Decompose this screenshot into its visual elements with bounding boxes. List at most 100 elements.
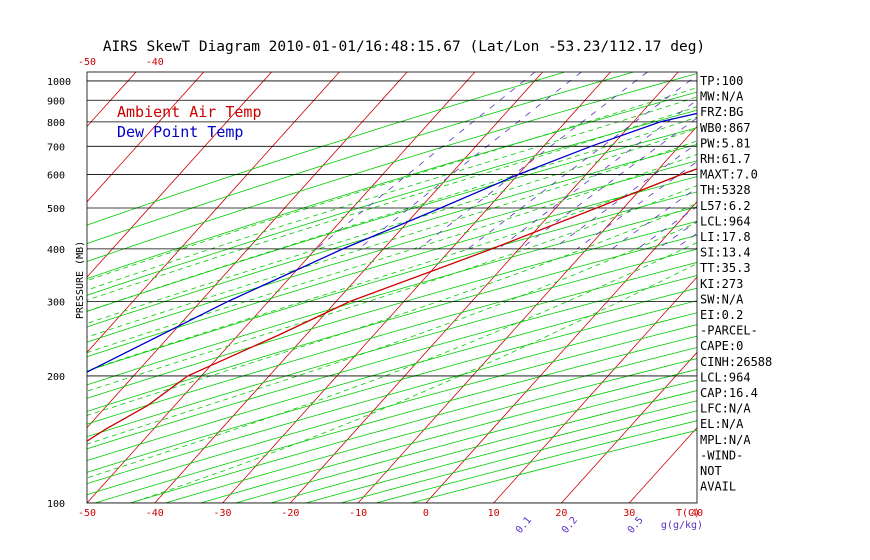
mixing-ratio-line — [498, 99, 697, 250]
series-layer — [87, 112, 697, 442]
mixing-ratio-line — [418, 72, 648, 250]
dew-point-temp-line — [87, 112, 697, 373]
moist-adiabat-line — [87, 242, 697, 479]
mixing-ratio-line — [746, 72, 870, 249]
dry-adiabat-line — [87, 191, 697, 372]
index-item: CAPE:0 — [700, 339, 743, 353]
dry-adiabat-line — [87, 206, 697, 386]
plot-frame — [86, 71, 698, 504]
grid-layer — [0, 72, 870, 503]
bottom-temp-tick-label: -10 — [349, 508, 367, 519]
dry-adiabat-line — [340, 410, 697, 503]
index-item: EI:0.2 — [700, 308, 743, 322]
index-item: RH:61.7 — [700, 152, 751, 166]
isotherm-line — [833, 72, 870, 503]
isotherm-line — [87, 72, 205, 203]
chart-title: AIRS SkewT Diagram 2010-01-01/16:48:15.6… — [103, 39, 705, 55]
moist-adiabat-line — [87, 96, 697, 291]
index-item: SI:13.4 — [700, 246, 751, 260]
pressure-tick-label: 400 — [47, 245, 65, 256]
index-item: LI:17.8 — [700, 230, 751, 244]
bottom-temp-tick-label: -30 — [214, 508, 232, 519]
dry-adiabat-line — [410, 429, 697, 503]
pressure-tick-label: 600 — [47, 171, 65, 182]
top-temp-tick-label: -40 — [146, 57, 164, 68]
mixing-ratio-line — [764, 72, 870, 249]
temp-unit-label: T(C) — [676, 508, 700, 519]
y-axis-label: PRESSURE (MB) — [75, 241, 86, 319]
index-item: EL:N/A — [700, 417, 744, 431]
dry-adiabat-line — [87, 234, 697, 412]
index-item: TH:5328 — [700, 183, 751, 197]
dry-adiabat-line — [270, 390, 697, 503]
dry-adiabat-line — [165, 358, 697, 503]
index-item: MAXT:7.0 — [700, 168, 758, 182]
index-item: MW:N/A — [700, 90, 744, 104]
index-item: LCL:964 — [700, 214, 751, 228]
dry-adiabat-line — [130, 347, 697, 503]
dry-adiabat-line — [87, 73, 697, 262]
index-item: LCL:964 — [700, 370, 751, 384]
dry-adiabat-line — [305, 400, 697, 503]
top-temp-tick-label: -50 — [78, 57, 96, 68]
pressure-tick-label: 500 — [47, 204, 65, 215]
index-item: PW:5.81 — [700, 136, 751, 150]
dry-adiabat-line — [87, 109, 697, 296]
pressure-tick-label: 200 — [47, 372, 65, 383]
index-item: TP:100 — [700, 74, 743, 88]
dry-adiabat-line — [375, 420, 697, 503]
isotherm-line — [425, 201, 697, 503]
isotherm-line — [765, 72, 870, 503]
mixing-ratio-line — [576, 161, 697, 250]
legend-dew-point-temp: Dew Point Temp — [117, 123, 243, 141]
pressure-tick-label: 100 — [47, 499, 65, 510]
mixing-unit-label: g(g/kg) — [661, 520, 703, 531]
moist-adiabat-line — [87, 154, 697, 354]
index-item: -WIND- — [700, 448, 743, 462]
dry-adiabat-line — [87, 312, 697, 485]
dry-adiabat-line — [200, 369, 697, 503]
bottom-temp-tick-label: 0 — [423, 508, 429, 519]
dry-adiabat-line — [87, 248, 697, 425]
dry-adiabat-line — [95, 335, 697, 503]
mixing-ratio-line — [520, 117, 697, 250]
dry-adiabat-line — [87, 72, 566, 226]
mixing-ratio-line — [794, 72, 870, 249]
pressure-tick-label: 700 — [47, 142, 65, 153]
bottom-temp-tick-label: 10 — [488, 508, 500, 519]
pressure-tick-label: 1000 — [47, 77, 71, 88]
moist-adiabat-line — [87, 128, 697, 324]
dry-adiabat-line — [87, 144, 697, 328]
dry-adiabat-line — [87, 72, 634, 244]
moist-adiabat-line — [87, 185, 697, 392]
mixing-ratio-line — [467, 74, 697, 250]
pressure-tick-label: 800 — [47, 118, 65, 129]
isotherm-line — [87, 72, 272, 278]
dry-adiabat-line — [87, 91, 697, 280]
index-item: LFC:N/A — [700, 402, 751, 416]
index-item: L57:6.2 — [700, 199, 751, 213]
dry-adiabat-line — [87, 176, 697, 358]
dry-adiabat-line — [87, 262, 697, 438]
isotherm-line — [0, 72, 68, 503]
pressure-tick-label: 300 — [47, 298, 65, 309]
index-item: KI:273 — [700, 277, 743, 291]
bottom-temp-tick-label: 30 — [623, 508, 635, 519]
isotherm-line — [87, 72, 137, 128]
moist-adiabat-line — [87, 116, 697, 312]
dry-adiabat-line — [87, 287, 697, 462]
index-item: -PARCEL- — [700, 324, 758, 338]
bottom-temp-tick-label: -50 — [78, 508, 96, 519]
index-item: WB0:867 — [700, 121, 751, 135]
legend-ambient-air-temp: Ambient Air Temp — [117, 103, 262, 121]
bottom-temp-tick-label: 40 — [691, 508, 703, 519]
mixing-ratio-line — [552, 142, 697, 250]
index-item: NOT — [700, 464, 722, 478]
moist-adiabat-line — [87, 106, 697, 301]
bottom-temp-tick-label: -40 — [146, 508, 164, 519]
index-item: AVAIL — [700, 480, 736, 494]
isotherm-line — [561, 351, 697, 503]
bottom-temp-tick-label: -20 — [281, 508, 299, 519]
